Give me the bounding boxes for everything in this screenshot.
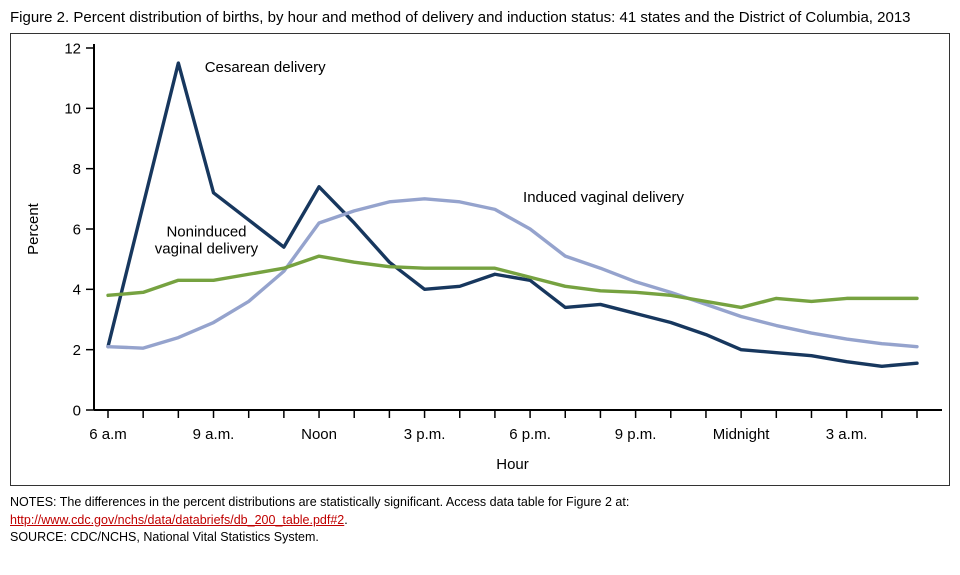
x-tick-label: 3 a.m. [826, 426, 868, 443]
y-tick-label: 4 [73, 282, 81, 299]
x-tick-label: Midnight [713, 426, 771, 443]
figure-title: Figure 2. Percent distribution of births… [10, 9, 911, 26]
x-tick-label: 9 p.m. [615, 426, 657, 443]
y-tick-label: 2 [73, 342, 81, 359]
y-axis-title: Percent [25, 203, 42, 256]
x-tick-label: 6 a.m [89, 426, 127, 443]
x-axis-title: Hour [496, 456, 529, 473]
y-tick-label: 12 [64, 41, 81, 58]
y-tick-label: 8 [73, 161, 81, 178]
x-tick-label: 6 p.m. [509, 426, 551, 443]
y-tick-label: 10 [64, 101, 81, 118]
x-tick-label: Noon [301, 426, 337, 443]
notes-block: NOTES: The differences in the percent di… [0, 486, 960, 547]
data-table-link[interactable]: http://www.cdc.gov/nchs/data/databriefs/… [10, 512, 345, 527]
annotation-induced-vaginal-delivery: Induced vaginal delivery [523, 189, 684, 206]
annotation-cesarean-delivery: Cesarean delivery [205, 59, 326, 76]
series-line-induced-vaginal-delivery [106, 197, 919, 351]
link-period: . [344, 512, 348, 527]
y-tick-label: 6 [73, 222, 81, 239]
source-text: SOURCE: CDC/NCHS, National Vital Statist… [10, 530, 319, 545]
chart-container: 0 2 4 6 8 10 12 6 a.m 9 a.m. Noon 3 p.m. 6 p.m. 9 p.… [10, 33, 950, 487]
x-tick-label: 9 a.m. [193, 426, 235, 443]
x-tick-label: 3 p.m. [404, 426, 446, 443]
series-line-noninduced-vaginal-delivery [106, 254, 919, 310]
notes-text: NOTES: The differences in the percent di… [10, 495, 630, 510]
series-line-cesarean-delivery [106, 61, 919, 369]
births-by-hour-line-chart: 0 2 4 6 8 10 12 6 a.m 9 a.m. Noon 3 p.m. 6 p.m. 9 p.… [25, 41, 942, 473]
annotation-noninduced-vaginal-delivery: Noninduced vaginal delivery [155, 224, 259, 258]
y-tick-label: 0 [73, 403, 81, 420]
